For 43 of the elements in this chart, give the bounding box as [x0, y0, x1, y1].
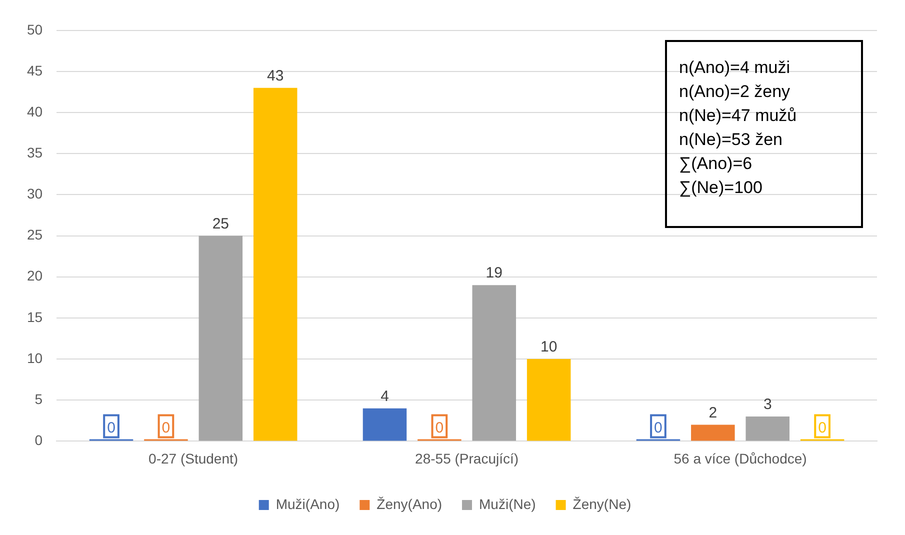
- annotation: n(Ne)=53 žen: [679, 129, 784, 151]
- legend-label: Ženy(Ne): [572, 496, 632, 512]
- annotation: ∑(Ano)=6: [679, 153, 754, 175]
- annotation: ∑(Ne)=100: [679, 177, 764, 199]
- bar: [526, 359, 571, 441]
- bar: [362, 408, 407, 441]
- y-tick-label: 5: [34, 390, 43, 407]
- legend-label: Ženy(Ano): [376, 496, 442, 512]
- y-tick-label: 45: [26, 62, 43, 78]
- y-tick-label: 25: [26, 226, 43, 243]
- y-tick-label: 10: [26, 350, 43, 366]
- y-tick-label: 35: [26, 144, 43, 160]
- x-tick-label: 28-55 (Pracující): [415, 450, 519, 466]
- y-tick-label: 50: [26, 21, 43, 38]
- y-tick-label: 20: [26, 268, 43, 284]
- bar: [691, 424, 735, 441]
- legend-label: Muži(Ne): [479, 496, 536, 512]
- y-tick-label: 0: [34, 432, 43, 448]
- data-label: 43: [267, 68, 284, 85]
- data-label: 3: [763, 396, 772, 414]
- bar: [253, 88, 298, 441]
- data-label: 0: [435, 419, 444, 436]
- bar: [746, 416, 790, 441]
- y-tick-label: 15: [26, 308, 43, 325]
- y-tick-label: 40: [26, 103, 43, 120]
- data-label: 0: [818, 419, 826, 436]
- annotation: n(Ne)=47 mužů: [679, 105, 798, 127]
- data-label: 2: [708, 404, 718, 422]
- data-label: 0: [654, 419, 662, 436]
- data-label: 19: [486, 264, 502, 282]
- data-label: 0: [107, 419, 116, 436]
- annotation: n(Ano)=4 muži: [679, 57, 792, 79]
- y-tick-label: 30: [26, 186, 43, 202]
- annotation: n(Ano)=2 ženy: [679, 81, 792, 103]
- data-label: 0: [162, 419, 170, 436]
- data-label: 4: [380, 388, 389, 405]
- bar: [472, 285, 516, 441]
- x-tick-label: 0-27 (Student): [148, 450, 238, 466]
- legend-label: Muži(Ano): [276, 496, 340, 512]
- data-label: 10: [540, 338, 558, 356]
- bar: [198, 236, 243, 441]
- x-tick-label: 56 a více (Důchodce): [674, 450, 807, 466]
- data-label: 25: [212, 215, 229, 232]
